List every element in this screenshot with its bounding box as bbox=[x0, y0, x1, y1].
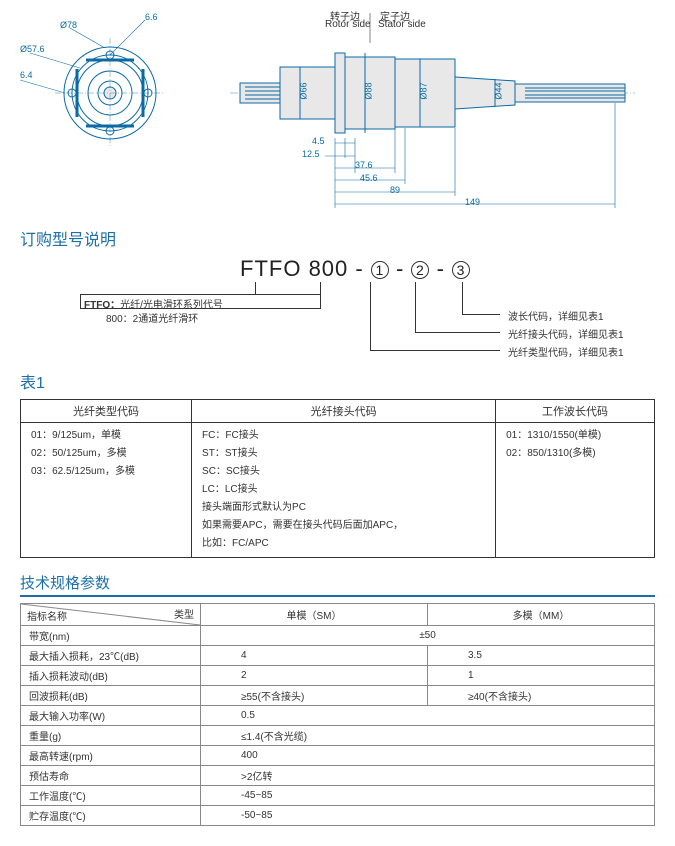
table-row: 最大插入损耗，23℃(dB)43.5 bbox=[21, 646, 655, 666]
dim-d1: 6.6 bbox=[145, 12, 158, 22]
specs-header-sm: 单模（SM） bbox=[201, 604, 428, 626]
placeholder-2: 2 bbox=[411, 261, 429, 279]
dim-h2: Ø88 bbox=[364, 82, 374, 99]
order-section-title: 订购型号说明 bbox=[20, 226, 655, 250]
dim-h1: Ø66 bbox=[299, 82, 309, 99]
dim-l5: 89 bbox=[390, 185, 400, 195]
dim-l2: 12.5 bbox=[302, 149, 320, 159]
specs-header-mm: 多模（MM） bbox=[428, 604, 655, 626]
placeholder-1: 1 bbox=[371, 261, 389, 279]
t1-h3: 工作波长代码 bbox=[496, 400, 655, 423]
specs-header-split: 指标名称 类型 bbox=[21, 604, 201, 626]
dim-l3: 37.6 bbox=[355, 160, 373, 170]
right-note3: 光纤类型代码，详细见表1 bbox=[508, 344, 624, 359]
t1-c2: FC：FC接头ST：ST接头SC：SC接头LC：LC接头接头端面形式默认为PC如… bbox=[192, 423, 496, 558]
dim-d3: Ø57.6 bbox=[20, 44, 45, 54]
t1-h1: 光纤类型代码 bbox=[21, 400, 192, 423]
code-table: 光纤类型代码 光纤接头代码 工作波长代码 01：9/125um，单模02：50/… bbox=[20, 399, 655, 558]
order-code-main: FTFO 800 - 1 - 2 - 3 bbox=[240, 256, 470, 282]
table-row: 回波损耗(dB)≥55(不含接头)≥40(不含接头) bbox=[21, 686, 655, 706]
right-note2: 光纤接头代码，详细见表1 bbox=[508, 326, 624, 341]
table1-title: 表1 bbox=[20, 369, 655, 393]
table-row: 重量(g)≤1.4(不含光缆) bbox=[21, 726, 655, 746]
t1-c3: 01：1310/1550(单模)02：850/1310(多模) bbox=[496, 423, 655, 558]
dim-l1: 4.5 bbox=[312, 136, 325, 146]
t1-c1: 01：9/125um，单模02：50/125um，多模03：62.5/125um… bbox=[21, 423, 192, 558]
table-row: 最大输入功率(W)0.5 bbox=[21, 706, 655, 726]
stator-label-en: Stator side bbox=[378, 19, 426, 30]
dim-d2: Ø78 bbox=[60, 20, 77, 30]
t1-h2: 光纤接头代码 bbox=[192, 400, 496, 423]
order-code-diagram: FTFO 800 - 1 - 2 - 3 FTFO：光纤/光电滑环系列代号 80… bbox=[80, 256, 655, 361]
dim-h3: Ø87 bbox=[419, 82, 429, 99]
rotor-label-en: Rotor side bbox=[325, 19, 371, 30]
dim-l4: 45.6 bbox=[360, 173, 378, 183]
table-row: 插入损耗波动(dB)21 bbox=[21, 666, 655, 686]
dim-l6: 149 bbox=[465, 197, 480, 207]
engineering-diagram: 转子边 Rotor side 定子边 Stator side 6.6 Ø78 Ø… bbox=[20, 8, 655, 218]
table-row: 贮存温度(℃)-50~85 bbox=[21, 806, 655, 826]
table-row: 工作温度(℃)-45~85 bbox=[21, 786, 655, 806]
table-row: 预估寿命>2亿转 bbox=[21, 766, 655, 786]
left-note1: FTFO：光纤/光电滑环系列代号 bbox=[84, 296, 223, 311]
table-row: 最高转速(rpm)400 bbox=[21, 746, 655, 766]
specs-title: 技术规格参数 bbox=[20, 572, 655, 597]
table-row: 带宽(nm)±50 bbox=[21, 626, 655, 646]
right-note1: 波长代码，详细见表1 bbox=[508, 308, 604, 323]
left-note2: 800：2通道光纤滑环 bbox=[106, 310, 198, 325]
code-prefix: FTFO bbox=[240, 256, 301, 281]
code-fixed: 800 bbox=[309, 256, 349, 281]
dim-d4: 6.4 bbox=[20, 70, 33, 80]
placeholder-3: 3 bbox=[452, 261, 470, 279]
diagram-svg bbox=[20, 8, 655, 218]
dim-h4: Ø44 bbox=[494, 82, 504, 99]
